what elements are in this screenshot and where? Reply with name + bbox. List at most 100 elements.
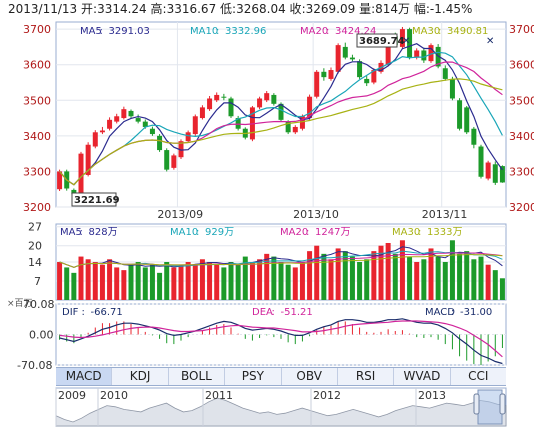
volume-ma-label-sep: : xyxy=(306,227,309,238)
candle-body xyxy=(107,119,113,129)
volume-bar xyxy=(85,259,91,300)
candle-body xyxy=(414,50,420,58)
macd-y-tick: 0.00 xyxy=(29,329,54,342)
volume-bar xyxy=(342,251,348,300)
navigator-year-label: 2013 xyxy=(418,389,446,402)
volume-ma-label-sep: : xyxy=(80,227,83,238)
macd-y-tick: 70.08 xyxy=(23,298,55,311)
volume-ma-label-value: 929万 xyxy=(205,227,234,238)
volume-bar xyxy=(128,264,134,300)
volume-bar xyxy=(414,262,420,300)
volume-bar xyxy=(285,264,291,300)
macd-label-name: DIF xyxy=(62,307,79,318)
volume-ma-label-name: MA5 xyxy=(60,227,82,238)
price-ma-label-name: MA5 xyxy=(80,26,102,37)
candle-body xyxy=(228,98,234,117)
volume-bar xyxy=(271,256,277,300)
volume-bar xyxy=(135,262,141,300)
volume-ma-label-value: 1247万 xyxy=(315,227,350,238)
candle-body xyxy=(207,98,213,110)
candle-body xyxy=(128,110,134,117)
volume-ma-lines xyxy=(59,246,503,268)
candle-body xyxy=(142,121,148,127)
navigator-left-handle[interactable] xyxy=(473,393,480,415)
volume-bar xyxy=(178,264,184,300)
volume-bar xyxy=(457,253,463,300)
candle-body xyxy=(307,96,313,119)
tab-wvad[interactable]: WVAD xyxy=(394,368,451,385)
candle-body xyxy=(285,121,291,133)
price-y-tick: 3700 xyxy=(23,23,51,36)
candle-body xyxy=(299,116,305,129)
candle-body xyxy=(264,93,270,101)
price-y-tick: 3500 xyxy=(509,94,534,107)
candle-body xyxy=(464,107,470,133)
volume-bar xyxy=(157,272,163,300)
candle-body xyxy=(214,94,220,101)
candle-body xyxy=(157,135,163,151)
navigator[interactable]: 2009 2010 2011 2012 2013 xyxy=(55,387,507,427)
volume-bar xyxy=(364,259,370,300)
candle-body xyxy=(278,103,284,120)
volume-unit-label: ×百万 xyxy=(7,298,33,309)
candle-body xyxy=(199,107,205,119)
candle-body xyxy=(407,29,413,58)
candle-body xyxy=(357,61,363,78)
candle-body xyxy=(328,70,334,79)
price-ma-label-value: 3291.03 xyxy=(109,26,150,37)
volume-bar xyxy=(57,262,63,300)
tab-boll[interactable]: BOLL xyxy=(169,368,226,385)
navigator-right-handle[interactable] xyxy=(499,393,506,415)
price-y-tick: 3400 xyxy=(509,130,534,143)
volume-bar xyxy=(499,278,505,300)
volume-bar xyxy=(149,264,155,300)
volume-bar xyxy=(199,259,205,300)
volume-bar xyxy=(207,262,213,300)
volume-y-tick: 20 xyxy=(28,240,42,253)
tab-rsi[interactable]: RSI xyxy=(338,368,395,385)
volume-bar xyxy=(449,240,455,300)
candle-body xyxy=(149,128,155,135)
candle-body xyxy=(471,128,477,145)
macd-label-sep: : xyxy=(272,307,275,318)
volume-ma30-line xyxy=(59,254,503,268)
volume-ma-label-value: 828万 xyxy=(89,227,118,238)
volume-bar xyxy=(442,262,448,300)
macd-lines xyxy=(59,318,503,365)
navigator-area xyxy=(55,397,507,427)
volume-ma-label-value: 1333万 xyxy=(427,227,462,238)
candle-body xyxy=(342,46,348,58)
price-ma-label-sep: : xyxy=(100,26,103,37)
price-y-tick: 3600 xyxy=(23,59,51,72)
candle-body xyxy=(478,146,484,177)
volume-y-axis: 27 20 14 7 xyxy=(28,221,42,288)
candle-body xyxy=(235,118,241,129)
tab-psy[interactable]: PSY xyxy=(225,368,282,385)
volume-bar xyxy=(399,240,405,300)
candle-body xyxy=(257,98,263,108)
candle-body xyxy=(135,118,141,122)
volume-bar xyxy=(378,245,384,300)
candle-body xyxy=(92,132,98,147)
price-y-tick: 3300 xyxy=(509,165,534,178)
volume-bar xyxy=(264,253,270,300)
tab-cci[interactable]: CCI xyxy=(468,369,489,383)
macd-label-name: DEA xyxy=(252,307,273,318)
navigator-years: 2009 2010 2011 2012 2013 xyxy=(55,388,446,426)
candle-body xyxy=(171,155,177,168)
volume-bar xyxy=(278,262,284,300)
navigator-selection[interactable] xyxy=(477,389,503,425)
tab-kdj[interactable]: KDJ xyxy=(112,368,169,385)
close-marker-icon[interactable]: ✕ xyxy=(402,36,410,47)
volume-bar xyxy=(335,248,341,300)
price-x-tick: 2013/10 xyxy=(293,208,339,221)
tab-obv[interactable]: OBV xyxy=(282,368,338,385)
candle-body xyxy=(178,141,184,158)
tab-macd[interactable]: MACD xyxy=(56,368,113,385)
macd-label-value: -51.21 xyxy=(281,307,313,318)
close-marker-icon[interactable]: ✕ xyxy=(486,36,494,47)
volume-ma-legend: MA5: 828万 MA10: 929万 MA20: 1247万 MA30: 1333… xyxy=(60,227,462,238)
candle-body xyxy=(85,144,91,175)
